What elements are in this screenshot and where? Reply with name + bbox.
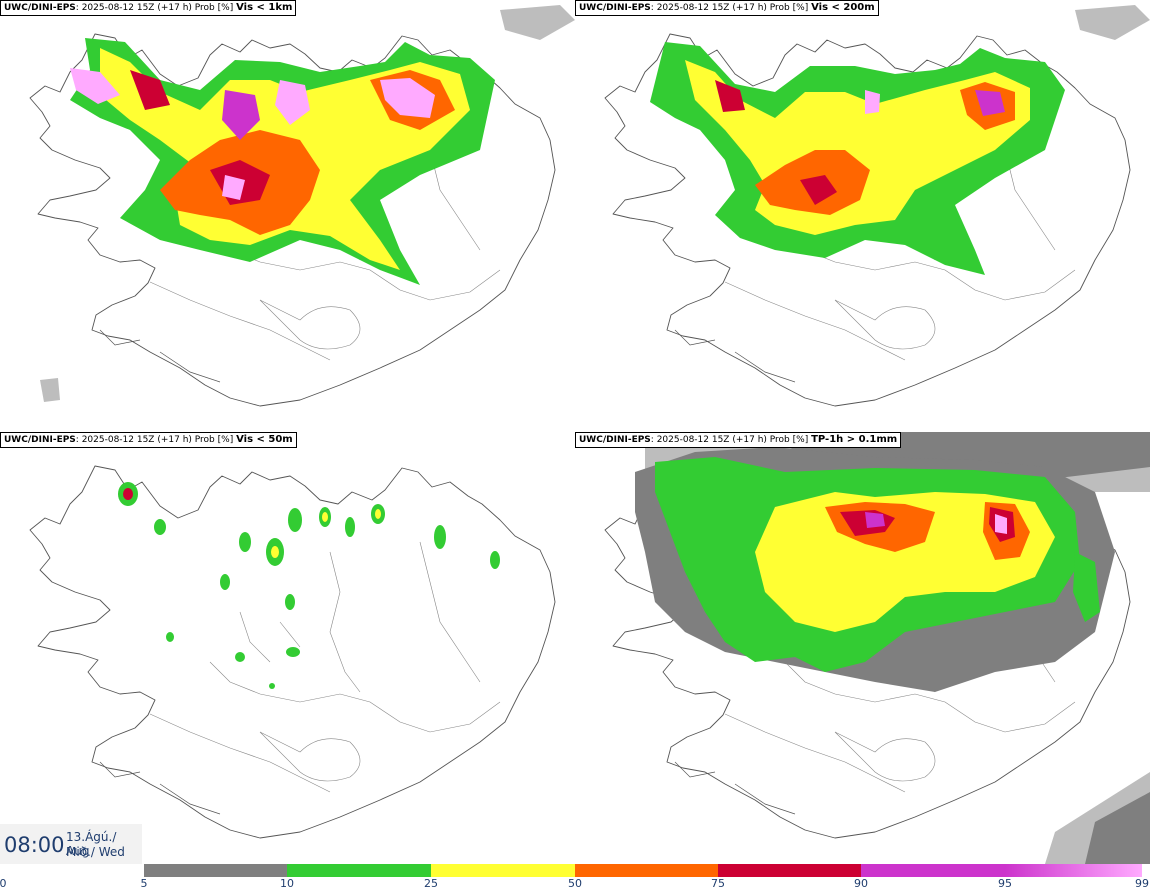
model-name: UWC/DINI-EPS bbox=[579, 3, 651, 13]
map-panel-vis-1km: UWC/DINI-EPS: 2025-08-12 15Z (+17 h) Pro… bbox=[0, 0, 575, 432]
colorbar-tick: 99 bbox=[1135, 877, 1149, 890]
colorbar-segment bbox=[287, 864, 431, 877]
run-info: : 2025-08-12 15Z (+17 h) Prob [%] bbox=[650, 3, 809, 13]
colorbar-segment bbox=[575, 864, 718, 877]
parameter-label: Vis < 50m bbox=[236, 434, 293, 445]
colorbar-tick: 0 bbox=[0, 877, 7, 890]
valid-time-clock: 08:00 bbox=[4, 833, 65, 857]
colorbar-tick: 75 bbox=[711, 877, 725, 890]
valid-date: 13.Ágú./ Aug bbox=[66, 830, 117, 858]
map-panel-tp-1h: UWC/DINI-EPS: 2025-08-12 15Z (+17 h) Pro… bbox=[575, 432, 1150, 864]
model-name: UWC/DINI-EPS bbox=[4, 435, 76, 445]
probability-map bbox=[29, 5, 575, 407]
run-info: : 2025-08-12 15Z (+17 h) Prob [%] bbox=[75, 435, 234, 445]
colorbar-tick: 25 bbox=[424, 877, 438, 890]
panel-title: UWC/DINI-EPS: 2025-08-12 15Z (+17 h) Pro… bbox=[0, 432, 297, 448]
probability-field bbox=[635, 447, 1150, 864]
valid-time-box: 08:00 13.Ágú./ Aug Mið./ Wed bbox=[0, 824, 142, 864]
probability-colorbar: 0 5 10 25 50 75 90 95 99 bbox=[0, 864, 1150, 891]
valid-weekday: Mið./ Wed bbox=[66, 845, 125, 859]
colorbar-tick: 95 bbox=[998, 877, 1012, 890]
colorbar-tick: 50 bbox=[568, 877, 582, 890]
probability-field bbox=[650, 5, 1150, 275]
probability-field bbox=[118, 482, 500, 689]
map-panel-vis-200m: UWC/DINI-EPS: 2025-08-12 15Z (+17 h) Pro… bbox=[575, 0, 1150, 432]
probability-field bbox=[40, 5, 575, 402]
panel-title: UWC/DINI-EPS: 2025-08-12 15Z (+17 h) Pro… bbox=[0, 0, 297, 16]
run-info: : 2025-08-12 15Z (+17 h) Prob [%] bbox=[650, 435, 809, 445]
colorbar-segment bbox=[718, 864, 861, 877]
panel-title: UWC/DINI-EPS: 2025-08-12 15Z (+17 h) Pro… bbox=[575, 432, 902, 448]
colorbar-segment bbox=[144, 864, 287, 877]
map-panel-vis-50m: UWC/DINI-EPS: 2025-08-12 15Z (+17 h) Pro… bbox=[0, 432, 575, 864]
parameter-label: Vis < 1km bbox=[236, 2, 293, 13]
model-name: UWC/DINI-EPS bbox=[579, 435, 651, 445]
panel-title: UWC/DINI-EPS: 2025-08-12 15Z (+17 h) Pro… bbox=[575, 0, 879, 16]
parameter-label: Vis < 200m bbox=[811, 2, 875, 13]
probability-map bbox=[604, 5, 1150, 407]
colorbar-segment bbox=[861, 864, 1005, 877]
probability-map bbox=[604, 432, 1150, 864]
colorbar-tick: 5 bbox=[140, 877, 148, 890]
probability-map bbox=[29, 465, 556, 839]
parameter-label: TP-1h > 0.1mm bbox=[811, 434, 898, 445]
model-name: UWC/DINI-EPS bbox=[4, 3, 76, 13]
colorbar-tick: 90 bbox=[854, 877, 868, 890]
colorbar-segment bbox=[1005, 864, 1142, 877]
colorbar-segment bbox=[431, 864, 575, 877]
colorbar-tick: 10 bbox=[280, 877, 294, 890]
run-info: : 2025-08-12 15Z (+17 h) Prob [%] bbox=[75, 3, 234, 13]
